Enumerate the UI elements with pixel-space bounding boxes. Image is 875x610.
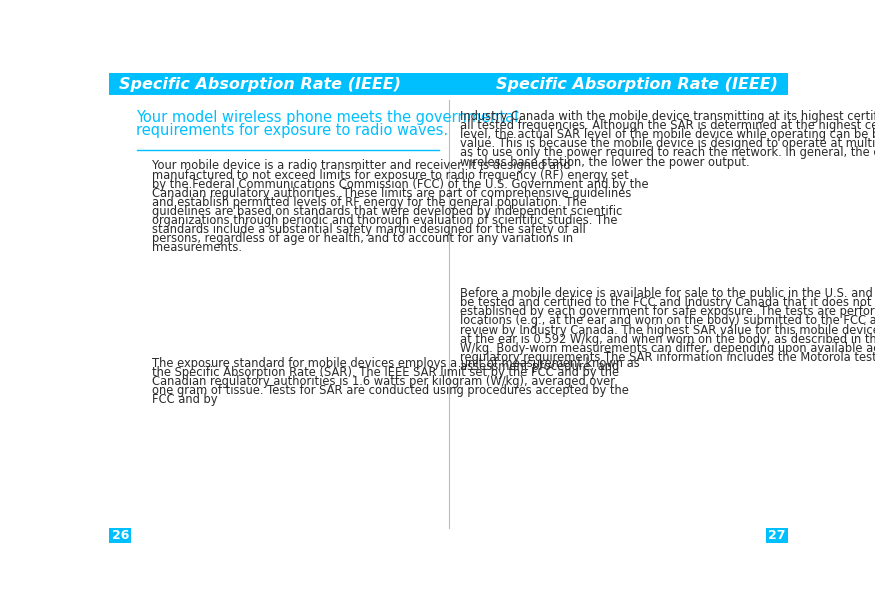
Text: the Specific Absorption Rate (SAR). The IEEE SAR limit set by the FCC and by the: the Specific Absorption Rate (SAR). The … bbox=[152, 365, 620, 379]
Text: value. This is because the mobile device is designed to operate at multiple powe: value. This is because the mobile device… bbox=[459, 137, 875, 151]
Text: organizations through periodic and thorough evaluation of scientific studies. Th: organizations through periodic and thoro… bbox=[152, 214, 618, 227]
Text: Your model wireless phone meets the governmental: Your model wireless phone meets the gove… bbox=[136, 110, 519, 125]
Text: Your mobile device is a radio transmitter and receiver. It is designed and: Your mobile device is a radio transmitte… bbox=[152, 159, 570, 173]
Text: Before a mobile device is available for sale to the public in the U.S. and Canad: Before a mobile device is available for … bbox=[459, 287, 875, 300]
Text: level, the actual SAR level of the mobile device while operating can be below th: level, the actual SAR level of the mobil… bbox=[459, 128, 875, 142]
Text: Industry Canada with the mobile device transmitting at its highest certified pow: Industry Canada with the mobile device t… bbox=[459, 110, 875, 123]
Text: 27: 27 bbox=[768, 529, 786, 542]
Text: be tested and certified to the FCC and Industry Canada that it does not exceed t: be tested and certified to the FCC and I… bbox=[459, 296, 875, 309]
Text: and establish permitted levels of RF energy for the general population. The: and establish permitted levels of RF ene… bbox=[152, 196, 587, 209]
Text: review by Industry Canada. The highest SAR value for this mobile device when tes: review by Industry Canada. The highest S… bbox=[459, 323, 875, 337]
Text: at the ear is 0.592 W/kg, and when worn on the body, as described in this guide,: at the ear is 0.592 W/kg, and when worn … bbox=[459, 332, 875, 346]
Text: by the Federal Communications Commission (FCC) of the U.S. Government and by the: by the Federal Communications Commission… bbox=[152, 178, 648, 190]
Text: wireless base station, the lower the power output.: wireless base station, the lower the pow… bbox=[459, 156, 749, 168]
Text: standards include a substantial safety margin designed for the safety of all: standards include a substantial safety m… bbox=[152, 223, 585, 236]
Bar bbox=[109, 528, 131, 543]
Text: Specific Absorption Rate (IEEE): Specific Absorption Rate (IEEE) bbox=[496, 77, 778, 92]
Text: guidelines are based on standards that were developed by independent scientific: guidelines are based on standards that w… bbox=[152, 205, 622, 218]
Text: one gram of tissue. Tests for SAR are conducted using procedures accepted by the: one gram of tissue. Tests for SAR are co… bbox=[152, 384, 629, 396]
Text: FCC and by: FCC and by bbox=[152, 393, 218, 406]
Text: The exposure standard for mobile devices employs a unit of measurement known as: The exposure standard for mobile devices… bbox=[152, 357, 640, 370]
Text: all tested frequencies. Although the SAR is determined at the highest certified : all tested frequencies. Although the SAR… bbox=[459, 119, 875, 132]
Text: established by each government for safe exposure. The tests are performed in pos: established by each government for safe … bbox=[459, 306, 875, 318]
Bar bbox=[109, 73, 788, 96]
Text: W/kg. Body-worn measurements can differ, depending upon available accessories an: W/kg. Body-worn measurements can differ,… bbox=[459, 342, 875, 354]
Text: requirements for exposure to radio waves.: requirements for exposure to radio waves… bbox=[136, 123, 449, 138]
Bar bbox=[766, 528, 788, 543]
Text: locations (e.g., at the ear and worn on the body) submitted to the FCC and avail: locations (e.g., at the ear and worn on … bbox=[459, 315, 875, 328]
Text: persons, regardless of age or health, and to account for any variations in: persons, regardless of age or health, an… bbox=[152, 232, 573, 245]
Text: Canadian regulatory authorities. These limits are part of comprehensive guidelin: Canadian regulatory authorities. These l… bbox=[152, 187, 632, 199]
Text: regulatory requirements.The SAR information includes the Motorola testing protoc: regulatory requirements.The SAR informat… bbox=[459, 351, 875, 364]
Text: as to use only the power required to reach the network. In general, the closer y: as to use only the power required to rea… bbox=[459, 146, 875, 159]
Text: Canadian regulatory authorities is 1.6 watts per kilogram (W/kg), averaged over: Canadian regulatory authorities is 1.6 w… bbox=[152, 375, 615, 388]
Text: measurements.: measurements. bbox=[152, 241, 242, 254]
Text: assessment procedure, and: assessment procedure, and bbox=[459, 360, 619, 373]
Text: 26: 26 bbox=[111, 529, 129, 542]
Text: Specific Absorption Rate (IEEE): Specific Absorption Rate (IEEE) bbox=[119, 77, 401, 92]
Text: manufactured to not exceed limits for exposure to radio frequency (RF) energy se: manufactured to not exceed limits for ex… bbox=[152, 168, 629, 182]
